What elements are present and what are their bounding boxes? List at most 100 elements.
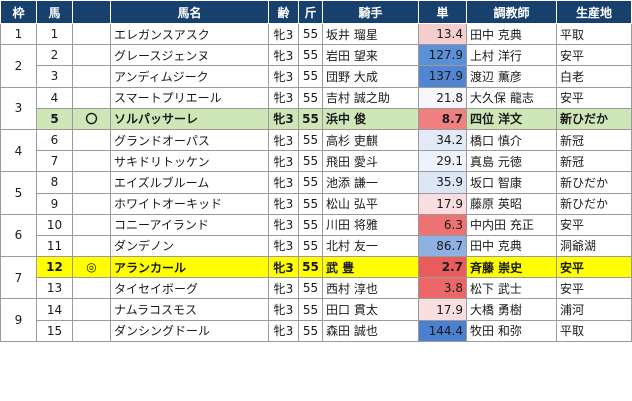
age-cell: 牝3 [268, 256, 299, 279]
jockey-cell: 浜中 俊 [322, 107, 419, 130]
origin-cell: 洞爺湖 [556, 234, 632, 258]
header-origin: 生産地 [556, 0, 632, 24]
trainer-cell: 大久保 龍志 [466, 86, 557, 109]
jockey-cell: 坂井 瑠星 [322, 22, 419, 46]
horse-name-cell: エイズルブルーム [110, 171, 269, 194]
trainer-cell: 斉藤 崇史 [466, 256, 557, 279]
jockey-cell: 飛田 愛斗 [322, 150, 419, 173]
odds-cell: 35.9 [418, 171, 467, 194]
odds-cell: 17.9 [418, 298, 467, 321]
horse-name-cell: タイセイボーグ [110, 277, 269, 300]
prediction-mark-cell [72, 22, 111, 46]
trainer-cell: 牧田 和弥 [466, 319, 557, 342]
horse-name-cell: ダンデノン [110, 234, 269, 258]
age-cell: 牝3 [268, 192, 299, 215]
weight-cell: 55 [298, 44, 323, 67]
horse-name-cell: コニーアイランド [110, 213, 269, 236]
origin-cell: 新ひだか [556, 192, 632, 215]
origin-cell: 新ひだか [556, 171, 632, 194]
table-row: 11 ダンデノン 牝3 55 北村 友一 86.7 田中 克典 洞爺湖 [1, 234, 632, 258]
prediction-mark-cell [72, 298, 111, 321]
age-cell: 牝3 [268, 298, 299, 321]
header-jockey: 騎手 [322, 0, 419, 24]
odds-cell: 144.4 [418, 319, 467, 342]
prediction-mark-cell [72, 234, 111, 258]
origin-cell: 安平 [556, 213, 632, 236]
weight-cell: 55 [298, 298, 323, 321]
age-cell: 牝3 [268, 44, 299, 67]
horse-name-cell: アンディムジーク [110, 65, 269, 88]
trainer-cell: 中内田 充正 [466, 213, 557, 236]
horse-number-cell: 13 [36, 277, 73, 300]
horse-number-cell: 4 [36, 86, 73, 109]
odds-cell: 6.3 [418, 213, 467, 236]
weight-cell: 55 [298, 150, 323, 173]
prediction-mark-cell [72, 65, 111, 88]
header-mark [72, 0, 111, 24]
jockey-cell: 川田 将雅 [322, 213, 419, 236]
weight-cell: 55 [298, 256, 323, 279]
horse-name-cell: エレガンスアスク [110, 22, 269, 46]
horse-number-cell: 10 [36, 213, 73, 236]
frame-number-cell: 1 [0, 22, 37, 46]
trainer-cell: 松下 武士 [466, 277, 557, 300]
jockey-cell: 岩田 望来 [322, 44, 419, 67]
age-cell: 牝3 [268, 213, 299, 236]
weight-cell: 55 [298, 107, 323, 130]
odds-cell: 137.9 [418, 65, 467, 88]
prediction-mark-cell [72, 128, 111, 152]
header-odds: 単 [418, 0, 467, 24]
horse-name-cell: ダンシングドール [110, 319, 269, 342]
age-cell: 牝3 [268, 234, 299, 258]
origin-cell: 白老 [556, 65, 632, 88]
prediction-mark-cell [72, 44, 111, 67]
table-row: 3 4 スマートプリエール 牝3 55 吉村 誠之助 21.8 大久保 龍志 安平 [0, 86, 632, 130]
odds-cell: 2.7 [418, 256, 467, 279]
table-row: 13 タイセイボーグ 牝3 55 西村 淳也 3.8 松下 武士 安平 [1, 277, 632, 300]
odds-cell: 17.9 [418, 192, 467, 215]
age-cell: 牝3 [268, 150, 299, 173]
horse-name-cell: ホワイトオーキッド [110, 192, 269, 215]
horse-name-cell: グレースジェンヌ [110, 44, 269, 67]
origin-cell: 平取 [556, 22, 632, 46]
trainer-cell: 渡辺 薫彦 [466, 65, 557, 88]
age-cell: 牝3 [268, 22, 299, 46]
table-row: 2 2 グレースジェンヌ 牝3 55 岩田 望来 127.9 上村 洋行 安平 [0, 44, 632, 88]
weight-cell: 55 [298, 128, 323, 152]
origin-cell: 新ひだか [556, 107, 632, 130]
horse-name-cell: スマートプリエール [110, 86, 269, 109]
origin-cell: 安平 [556, 256, 632, 279]
trainer-cell: 田中 克典 [466, 234, 557, 258]
horse-number-cell: 2 [36, 44, 73, 67]
header-trainer: 調教師 [466, 0, 557, 24]
weight-cell: 55 [298, 171, 323, 194]
origin-cell: 新冠 [556, 150, 632, 173]
jockey-cell: 池添 謙一 [322, 171, 419, 194]
jockey-cell: 松山 弘平 [322, 192, 419, 215]
horse-number-cell: 6 [36, 128, 73, 152]
prediction-mark-cell [72, 319, 111, 342]
horse-number-cell: 3 [36, 65, 73, 88]
jockey-cell: 北村 友一 [322, 234, 419, 258]
horse-number-cell: 15 [36, 319, 73, 342]
weight-cell: 55 [298, 86, 323, 109]
odds-cell: 8.7 [418, 107, 467, 130]
horse-number-cell: 14 [36, 298, 73, 321]
odds-cell: 127.9 [418, 44, 467, 67]
age-cell: 牝3 [268, 65, 299, 88]
jockey-cell: 田口 貫太 [322, 298, 419, 321]
horse-name-cell: ソルパッサーレ [110, 107, 269, 130]
origin-cell: 安平 [556, 44, 632, 67]
trainer-cell: 田中 克典 [466, 22, 557, 46]
prediction-mark-cell [72, 192, 111, 215]
weight-cell: 55 [298, 65, 323, 88]
trainer-cell: 藤原 英昭 [466, 192, 557, 215]
table-row: 1 1 エレガンスアスク 牝3 55 坂井 瑠星 13.4 田中 克典 平取 [0, 22, 632, 46]
origin-cell: 新冠 [556, 128, 632, 152]
horse-number-cell: 12 [36, 256, 73, 279]
table-row: 15 ダンシングドール 牝3 55 森田 誠也 144.4 牧田 和弥 平取 [1, 319, 632, 342]
origin-cell: 安平 [556, 277, 632, 300]
frame-number-cell: 7 [0, 256, 37, 300]
age-cell: 牝3 [268, 86, 299, 109]
horse-name-cell: ナムラコスモス [110, 298, 269, 321]
